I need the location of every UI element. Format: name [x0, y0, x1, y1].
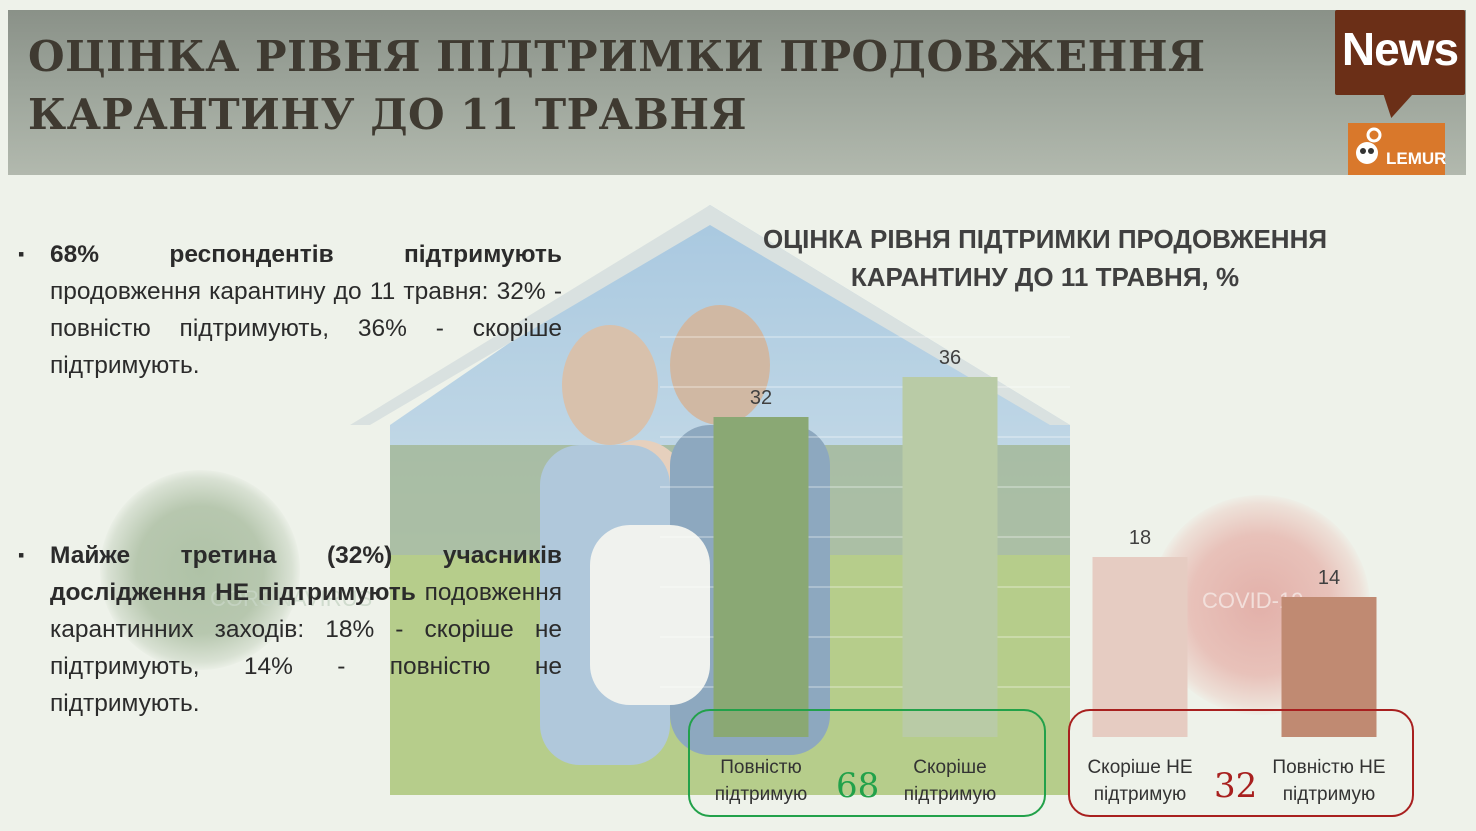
lemur-logo: LEMUR [1348, 123, 1447, 175]
virus-right-label: COVID-19 [1202, 588, 1304, 613]
chart-title: ОЦІНКА РІВНЯ ПІДТРИМКИ ПРОДОВЖЕННЯ КАРАН… [762, 224, 1328, 292]
bar-value-label: 14 [1317, 567, 1341, 589]
bullet-marker-icon: ▪ [18, 545, 25, 565]
news-logo: News [1335, 10, 1465, 95]
category-label: Скоріше підтримую [903, 757, 997, 805]
slide-title: ОЦІНКА РІВНЯ ПІДТРИМКИ ПРОДОВЖЕННЯ КАРАН… [28, 32, 1206, 139]
bullet-nonsupport: ▪ Майже третина (32%) учасників дослідже… [18, 537, 563, 722]
bullet-support-bold: 68% респондентів підтримують [50, 241, 562, 268]
slide-header [8, 10, 1466, 175]
virus-left-icon [100, 470, 300, 670]
nonsupport-group-box [1068, 709, 1414, 817]
bullet-nonsupport-text: подовження карантинних заходів: 18% - ск… [50, 579, 563, 717]
bullet-support-text: продовження карантину до 11 травня: 32% … [50, 278, 562, 379]
bar-value-label: 36 [938, 347, 962, 369]
category-label: Повністю НЕ підтримую [1272, 757, 1386, 805]
lemur-logo-text: LEMUR [1386, 149, 1447, 168]
bullet-nonsupport-bold: Майже третина (32%) учасників дослідженн… [50, 542, 562, 606]
support-sum-value: 68 [836, 766, 880, 806]
bar-value-label: 18 [1128, 527, 1152, 549]
lemur-icon [1356, 127, 1382, 164]
category-label: Скоріше НЕ підтримую [1087, 757, 1193, 805]
bar-value-label: 32 [749, 387, 773, 409]
nonsupport-sum-value: 32 [1214, 766, 1258, 806]
category-label: Повністю підтримую [714, 757, 808, 805]
virus-left-label: CORONAVIRUS [210, 586, 373, 611]
bullet-marker-icon: ▪ [18, 244, 25, 264]
support-group-box [688, 709, 1046, 817]
news-logo-text: News [1341, 23, 1459, 75]
bullet-support: ▪ 68% респондентів підтримують продовжен… [18, 236, 562, 384]
family-house-background-image [310, 195, 1090, 795]
